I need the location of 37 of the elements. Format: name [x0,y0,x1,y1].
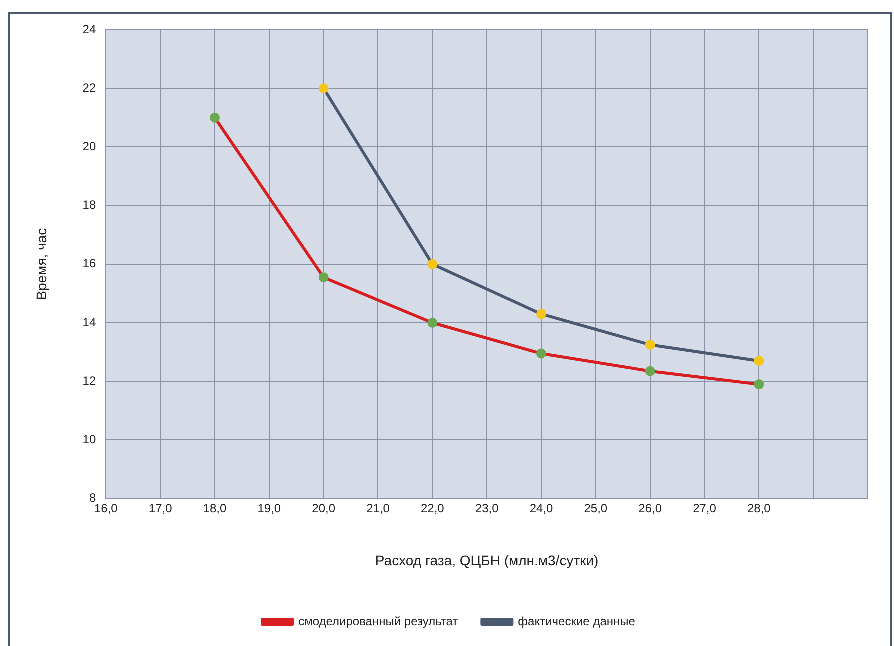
x-tick-label: 22,0 [420,501,445,516]
y-tick-label: 22 [82,80,96,95]
point [210,112,220,123]
y-tick-label: 8 [89,491,96,506]
x-tick-label: 25,0 [584,501,608,516]
point [318,84,329,94]
y-tick-label: 16 [82,256,96,271]
x-tick-label: 24,0 [530,501,554,516]
y-tick-label: 12 [82,374,96,388]
x-tick-label: 27,0 [693,501,717,516]
point [754,356,764,366]
x-tick-label: 26,0 [638,501,662,516]
point [428,259,438,270]
y-tick-label: 18 [82,198,96,212]
y-tick-label: 20 [82,140,96,154]
x-tick-label: 23,0 [475,501,500,516]
point [645,340,656,350]
point [428,318,438,328]
y-axis-title: Время, час [33,228,50,300]
x-axis-title: Расход газа, QЦБН (млн.м3/сутки) [375,552,599,568]
point [754,380,764,390]
legend-label: смоделированный результат [298,614,459,628]
x-tick-label: 20,0 [312,501,336,516]
x-tick-label: 19,0 [258,501,282,516]
point [536,348,546,359]
x-tick-label: 16,0 [94,501,118,516]
point [536,309,546,320]
x-tick-label: 17,0 [148,501,173,516]
point [318,272,329,283]
y-tick-label: 24 [82,22,96,36]
y-tick-label: 14 [82,315,96,330]
legend-label: фактические данные [518,614,636,628]
y-tick-label: 10 [82,432,96,447]
x-tick-label: 21,0 [366,501,390,516]
x-tick-label: 28,0 [747,501,772,516]
x-tick-label: 18,0 [203,501,227,516]
point [645,366,656,376]
